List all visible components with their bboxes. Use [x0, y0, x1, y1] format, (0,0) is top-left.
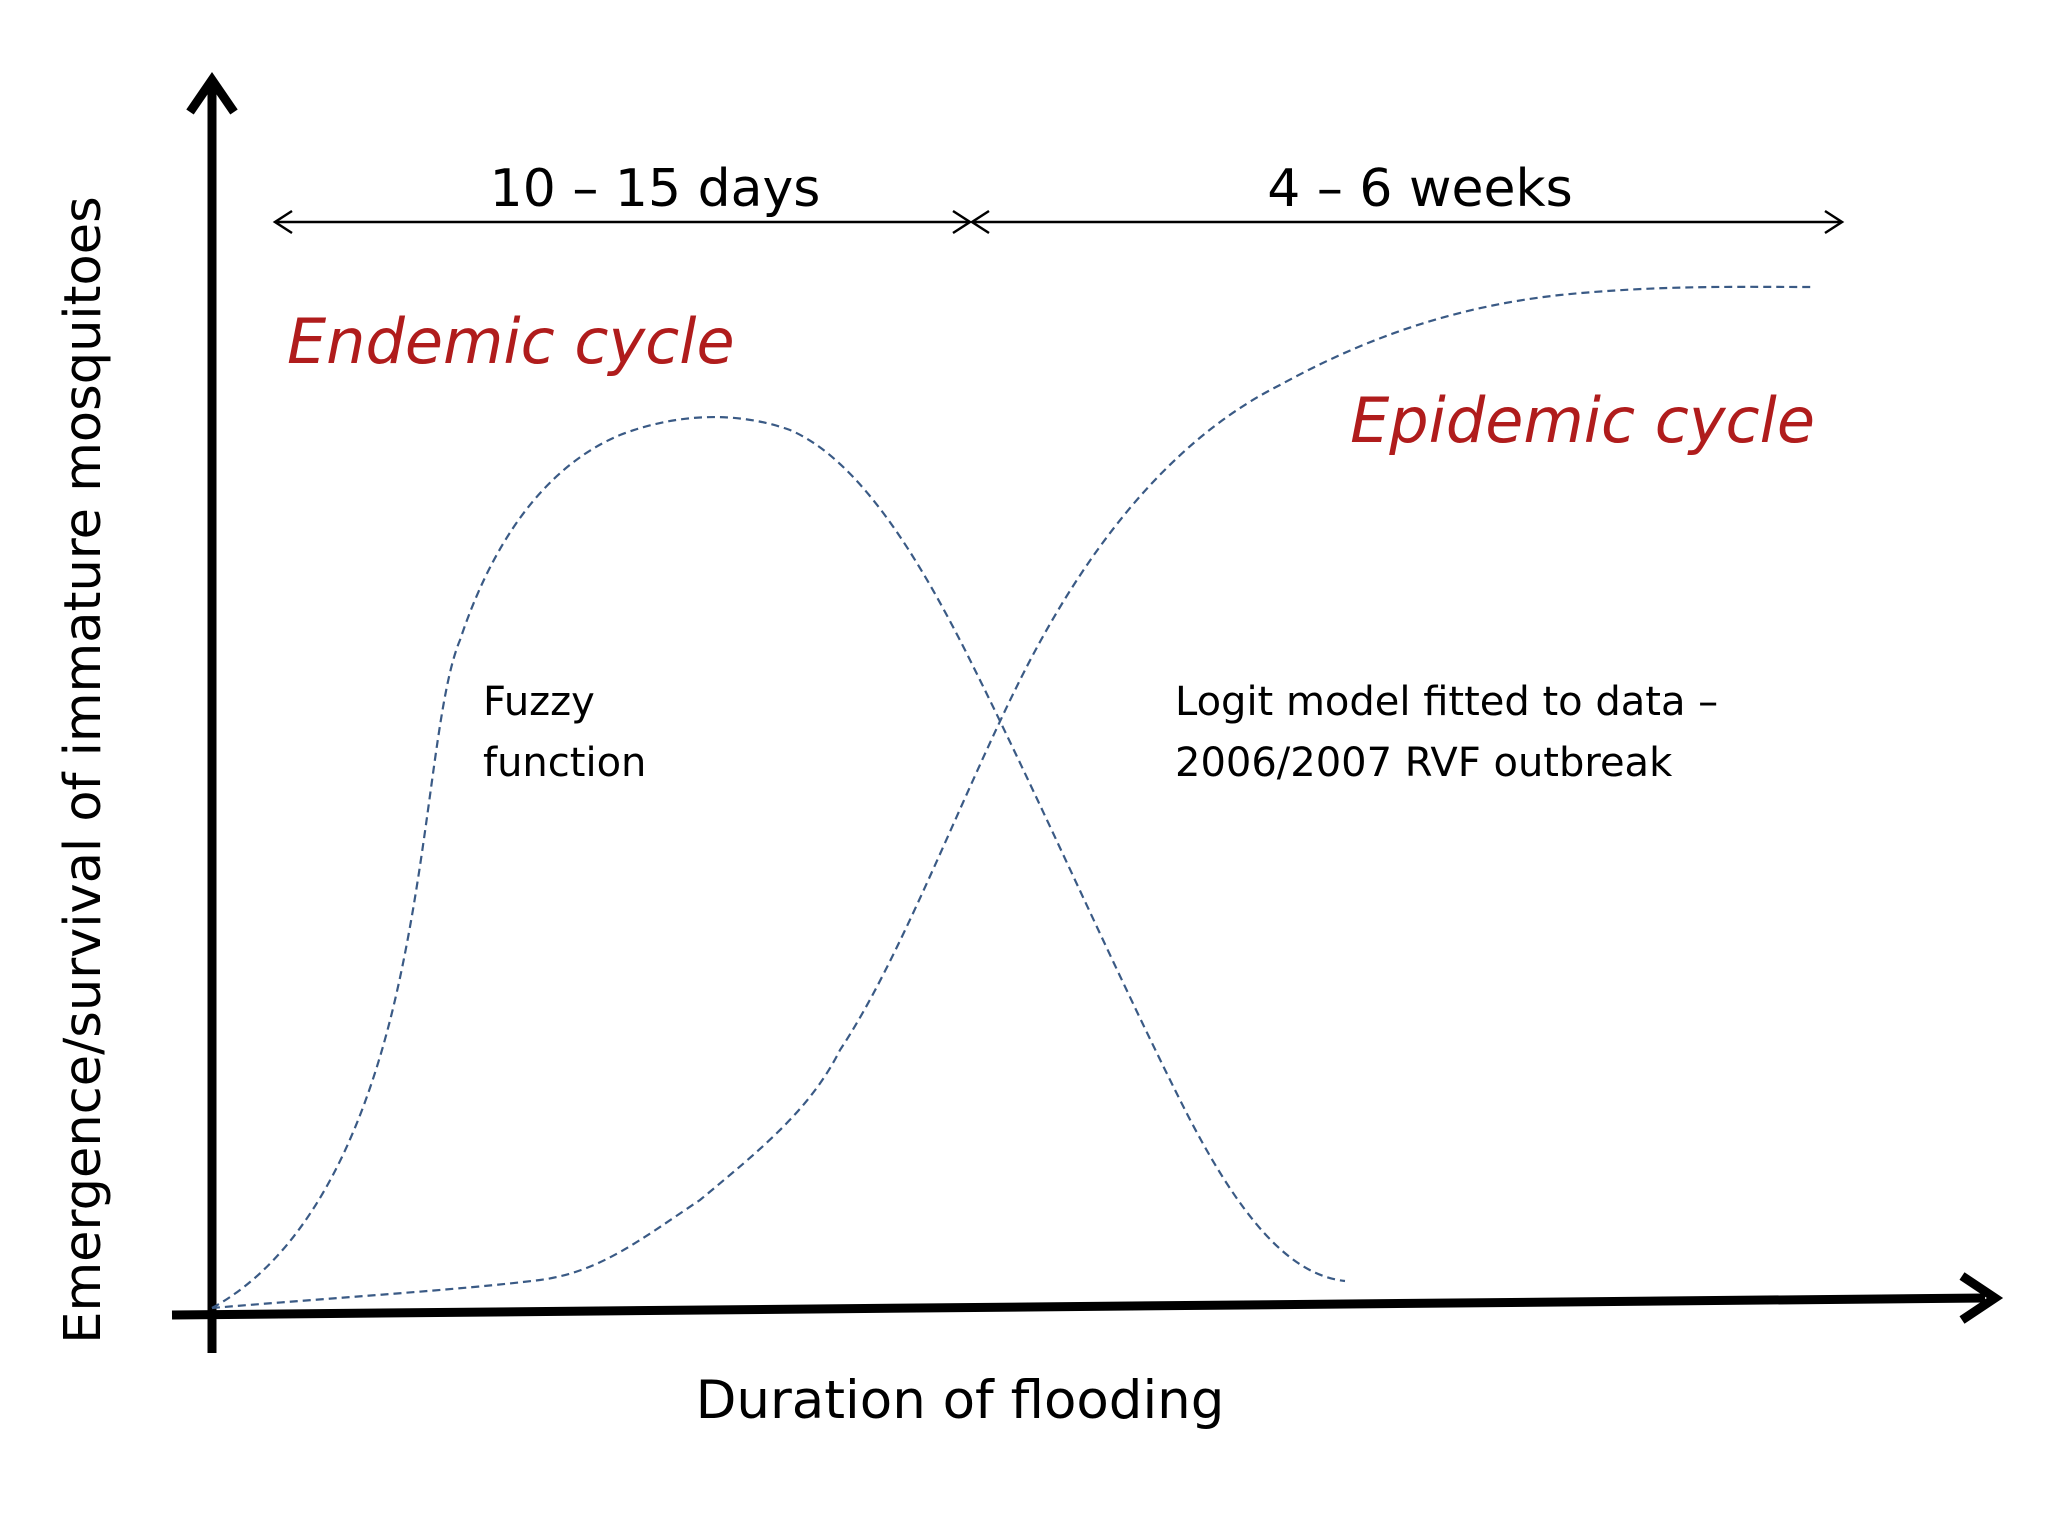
logit-label-line2: 2006/2007 RVF outbreak [1175, 740, 1673, 786]
fuzzy-label-line2: function [483, 740, 646, 786]
x-axis-arrowhead [1959, 1272, 2004, 1324]
fuzzy-label-line1: Fuzzy [483, 679, 595, 725]
endemic-cycle-label: Endemic cycle [287, 305, 735, 378]
period-arrow-second [969, 209, 1845, 235]
period-label-second: 4 – 6 weeks [1267, 159, 1572, 219]
y-axis-arrowhead [186, 72, 238, 115]
fuzzy-function-curve [211, 416, 1346, 1309]
logit-model-curve [211, 285, 1816, 1310]
epidemic-cycle-label: Epidemic cycle [1350, 384, 1815, 457]
y-axis-label: Emergence/survival of immature mosquitoe… [54, 196, 113, 1343]
x-axis [171, 1293, 1986, 1320]
logit-label-line1: Logit model fitted to data – [1175, 679, 1718, 725]
x-axis-label: Duration of flooding [696, 1370, 1225, 1431]
period-label-first: 10 – 15 days [490, 159, 821, 219]
